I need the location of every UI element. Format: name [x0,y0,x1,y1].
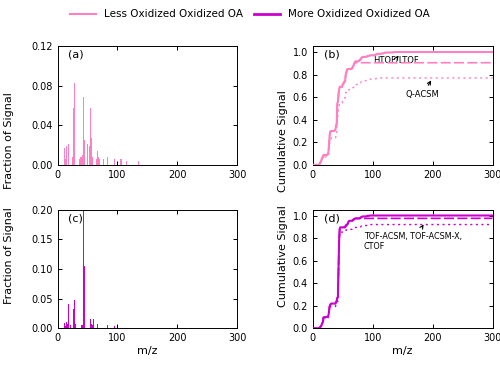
Text: (b): (b) [324,50,340,60]
Bar [70,325,71,328]
X-axis label: m/z: m/z [392,346,413,356]
Text: Fraction of Signal: Fraction of Signal [4,92,14,190]
Bar [80,319,81,328]
Bar [91,151,92,165]
Text: Q-ACSM: Q-ACSM [406,81,440,99]
X-axis label: m/z: m/z [137,346,158,356]
Bar [98,144,99,165]
Bar [66,322,67,328]
Bar [90,108,91,165]
Text: Cumulative Signal: Cumulative Signal [278,90,287,192]
Bar [64,148,65,165]
Text: (c): (c) [68,213,83,223]
Text: HTOF/LTOF: HTOF/LTOF [372,55,418,65]
Bar [67,152,68,165]
Bar [64,323,65,328]
Legend: Less Oxidized Oxidized OA, More Oxidized Oxidized OA: Less Oxidized Oxidized OA, More Oxidized… [66,5,434,23]
Bar [128,161,129,165]
Text: (a): (a) [68,50,84,60]
Text: TOF-ACSM, TOF-ACSM-X,
CTOF: TOF-ACSM, TOF-ACSM-X, CTOF [364,226,462,252]
Bar [67,319,68,328]
Bar [83,180,84,328]
Bar [75,324,76,328]
Bar [104,155,105,165]
Bar [99,159,100,165]
Bar [72,157,73,165]
Bar [81,325,82,328]
Bar [65,159,66,165]
Bar [85,321,86,328]
Bar [107,325,108,328]
Bar [81,157,82,165]
Bar [66,147,67,165]
Text: Cumulative Signal: Cumulative Signal [278,205,287,307]
Bar [87,144,88,165]
Bar [80,128,81,165]
Bar [82,155,83,165]
Bar [92,324,93,328]
Bar [73,152,74,165]
Text: Fraction of Signal: Fraction of Signal [4,207,14,305]
Bar [89,147,90,165]
Bar [74,120,75,165]
Bar [73,324,74,328]
Bar [83,98,84,165]
Bar [90,319,91,328]
Bar [98,324,99,328]
Bar [93,319,94,328]
Bar [65,326,66,328]
Bar [107,157,108,165]
Bar [104,325,105,328]
Bar [82,325,83,328]
Text: (d): (d) [324,213,340,223]
Bar [84,140,85,165]
Bar [74,319,75,328]
Bar [84,266,85,328]
